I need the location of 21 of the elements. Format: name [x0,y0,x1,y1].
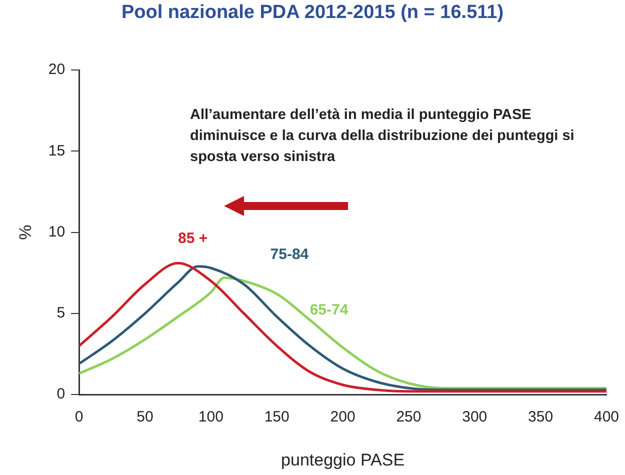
x-tick-label: 300 [462,408,488,426]
chart-title: Pool nazionale PDA 2012-2015 (n = 16.511) [120,2,505,24]
y-tick-label: 10 [48,223,66,240]
y-tick-label: 5 [56,304,66,322]
series-label: 85 + [178,230,208,247]
annotation: All’aumentare dell’età in media il punteggio PASE diminuisce e la curva della distribuzione dei punteggi si sposta verso sinistra [190,106,576,167]
x-tick-label: 400 [594,408,619,426]
x-tick-label: 250 [396,408,422,426]
series-label: 65-74 [310,301,349,318]
text: 75-84 [270,246,310,264]
x-axis-title: punteggio PASE [281,450,405,470]
y-tick-label: 0 [56,386,66,403]
x-tick-label: 0 [74,408,84,426]
x-tick-label: 100 [198,408,224,426]
x-tick-label: 150 [264,408,290,426]
y-axis-title: % [16,224,35,240]
x-tick-label: 200 [330,408,356,426]
y-tick-label: 20 [48,61,66,78]
y-tick-label: 15 [48,142,66,160]
x-tick-label: 350 [528,408,554,426]
x-tick-label: 50 [136,408,154,426]
